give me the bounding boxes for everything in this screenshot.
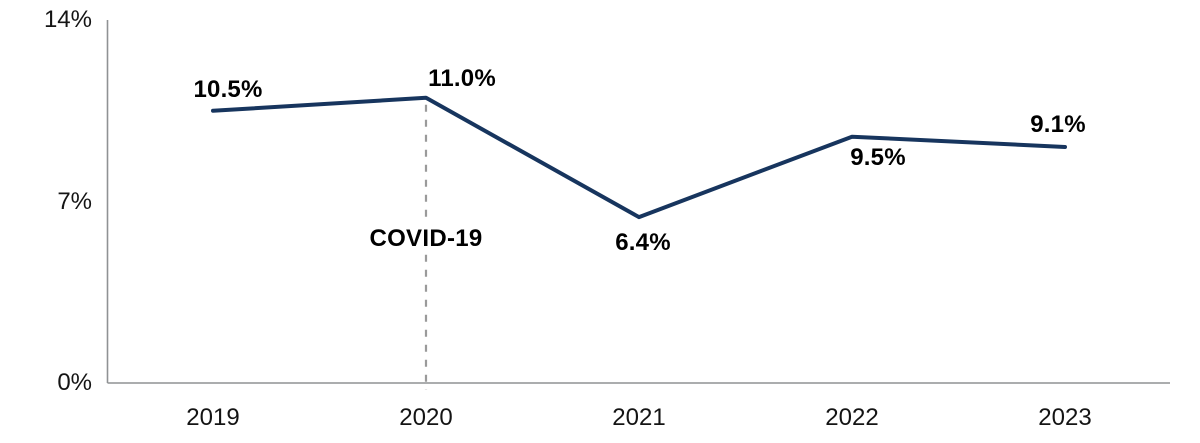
x-axis-tick-label: 2019 (186, 404, 240, 431)
x-axis-tick-label: 2022 (825, 404, 879, 431)
x-axis-tick-label: 2023 (1038, 404, 1092, 431)
data-point-label: 6.4% (615, 229, 671, 257)
covid-annotation-label: COVID-19 (362, 224, 490, 254)
x-axis-tick-label: 2020 (399, 404, 453, 431)
y-axis-tick-label: 7% (57, 187, 92, 215)
trend-line (211, 95, 1067, 220)
x-axis-tick-label: 2021 (612, 404, 666, 431)
data-point-label: 9.5% (850, 143, 906, 171)
data-point-label: 11.0% (428, 64, 496, 92)
y-axis-tick-label: 14% (43, 6, 92, 33)
data-point-label: 10.5% (193, 75, 263, 103)
data-point-label: 9.1% (1030, 111, 1086, 139)
y-axis-tick-label: 0% (57, 369, 92, 396)
